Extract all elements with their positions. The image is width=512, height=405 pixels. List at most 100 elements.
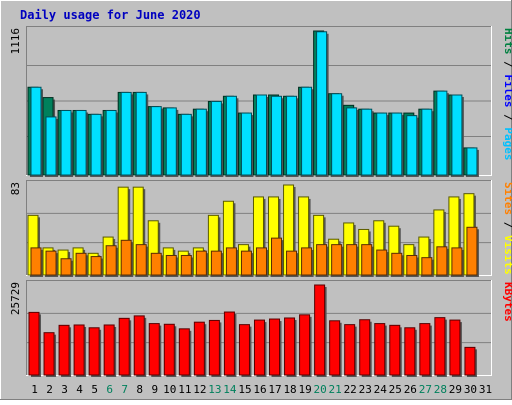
legend-separator: / xyxy=(502,108,512,128)
bar-kbytes-day-9 xyxy=(148,323,162,377)
bars-hits-files-pages xyxy=(27,30,479,177)
bar-pages-day-2 xyxy=(45,116,59,177)
legend-item-sites: Sites xyxy=(502,182,512,215)
bar-pages-day-22 xyxy=(346,107,359,177)
bar-sites-day-11 xyxy=(180,254,194,277)
bar-pages-day-5 xyxy=(90,113,104,177)
bar-kbytes-day-11-fill xyxy=(178,328,190,376)
bar-pages-day-17 xyxy=(271,95,284,177)
bar-kbytes-day-5-fill xyxy=(88,327,100,376)
bar-kbytes-day-13-fill xyxy=(208,319,220,376)
bar-sites-day-6 xyxy=(105,245,119,277)
bar-kbytes-day-16 xyxy=(253,319,267,377)
bar-pages-day-30-fill xyxy=(466,147,478,176)
bar-kbytes-day-10 xyxy=(163,323,177,377)
x-tick-label-23: 23 xyxy=(359,383,372,396)
bar-kbytes-day-15-fill xyxy=(238,324,250,376)
bar-pages-day-18 xyxy=(286,95,299,177)
x-tick-label-20: 20 xyxy=(314,383,327,396)
bar-sites-day-15 xyxy=(240,250,254,277)
bar-pages-day-8 xyxy=(135,91,149,177)
bar-pages-day-29-fill xyxy=(451,94,463,176)
bar-pages-day-9-fill xyxy=(150,106,162,176)
bar-kbytes-day-19-fill xyxy=(299,314,311,376)
bar-pages-day-18-fill xyxy=(286,95,298,176)
bar-sites-day-5 xyxy=(90,256,104,277)
bar-pages-day-7 xyxy=(120,91,134,177)
bar-kbytes-day-23 xyxy=(359,319,372,377)
x-tick-label-24: 24 xyxy=(374,383,388,396)
bar-pages-day-16 xyxy=(255,94,269,177)
bar-kbytes-day-29 xyxy=(449,319,462,377)
bar-pages-day-1-fill xyxy=(30,86,42,176)
bar-pages-day-2-fill xyxy=(45,116,57,176)
bar-pages-day-15-fill xyxy=(240,112,252,176)
x-tick-label-4: 4 xyxy=(76,383,83,396)
x-tick-label-30: 30 xyxy=(464,383,477,396)
bar-kbytes-day-18-fill xyxy=(284,317,296,376)
bar-kbytes-day-12 xyxy=(193,321,207,377)
y-max-label: 25729 xyxy=(9,282,22,315)
x-tick-label-8: 8 xyxy=(136,383,143,396)
bar-kbytes-day-26-fill xyxy=(404,327,416,376)
bar-kbytes-day-24 xyxy=(374,323,387,377)
bar-kbytes-day-12-fill xyxy=(193,321,205,376)
x-tick-label-13: 13 xyxy=(208,383,221,396)
bar-sites-day-26 xyxy=(406,254,419,277)
legend-item-pages: Pages xyxy=(502,127,512,160)
bar-kbytes-day-9-fill xyxy=(148,323,160,376)
bar-pages-day-21 xyxy=(331,93,344,177)
bar-kbytes-day-2 xyxy=(43,332,57,377)
legend-separator: / xyxy=(502,55,512,75)
bar-pages-day-23 xyxy=(361,108,374,177)
bar-pages-day-28 xyxy=(436,90,449,177)
x-tick-label-2: 2 xyxy=(46,383,53,396)
x-tick-label-17: 17 xyxy=(268,383,281,396)
legend: Hits / Files / Pages xyxy=(502,28,512,161)
bar-pages-day-19 xyxy=(301,86,314,177)
bar-pages-day-14-fill xyxy=(225,95,237,176)
bar-sites-day-20-fill xyxy=(316,244,328,276)
y-max-label: 1116 xyxy=(9,28,22,55)
bar-pages-day-26-fill xyxy=(406,115,418,176)
bars-kbytes xyxy=(28,284,477,377)
bar-sites-day-16-fill xyxy=(255,247,267,276)
bar-kbytes-day-2-fill xyxy=(43,332,55,376)
bar-pages-day-21-fill xyxy=(331,93,343,176)
bar-kbytes-day-20 xyxy=(314,284,327,377)
bar-sites-day-4-fill xyxy=(75,252,87,276)
bar-kbytes-day-6-fill xyxy=(103,324,115,376)
bar-pages-day-1 xyxy=(30,86,43,177)
bar-pages-day-10 xyxy=(165,107,179,177)
bar-kbytes-day-1-fill xyxy=(28,311,40,376)
bar-sites-day-14-fill xyxy=(225,247,237,276)
bar-sites-day-12 xyxy=(195,250,209,277)
bar-kbytes-day-7-fill xyxy=(118,317,130,376)
bar-kbytes-day-22-fill xyxy=(344,324,356,376)
bar-sites-day-27 xyxy=(421,257,434,277)
bar-pages-day-24 xyxy=(376,112,389,177)
x-tick-label-18: 18 xyxy=(283,383,296,396)
bar-sites-day-26-fill xyxy=(406,254,418,276)
bar-sites-day-15-fill xyxy=(240,250,252,276)
bar-kbytes-day-21 xyxy=(329,320,342,377)
bar-sites-day-7 xyxy=(120,239,134,277)
y-max-label: 83 xyxy=(9,182,22,195)
x-tick-label-26: 26 xyxy=(404,383,417,396)
panel-visits-sites: 83 Sites / Visits xyxy=(9,180,512,277)
x-tick-label-25: 25 xyxy=(389,383,402,396)
bar-kbytes-day-22 xyxy=(344,324,357,377)
legend-item-visits: Visits xyxy=(502,235,512,275)
bar-kbytes-day-8 xyxy=(133,315,147,377)
bar-sites-day-21-fill xyxy=(331,244,343,276)
bar-sites-day-30-fill xyxy=(466,226,478,276)
bar-kbytes-day-21-fill xyxy=(329,320,341,376)
bar-kbytes-day-25-fill xyxy=(389,324,401,376)
bar-pages-day-16-fill xyxy=(255,94,267,176)
bar-pages-day-7-fill xyxy=(120,91,132,176)
bar-sites-day-22 xyxy=(346,244,359,277)
legend-item-kbytes: KBytes xyxy=(502,282,512,322)
bar-kbytes-day-3-fill xyxy=(58,324,70,376)
bar-pages-day-13 xyxy=(210,100,224,177)
